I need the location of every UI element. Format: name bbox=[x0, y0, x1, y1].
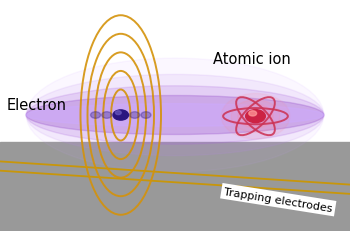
Circle shape bbox=[246, 110, 265, 123]
Circle shape bbox=[102, 112, 112, 119]
Circle shape bbox=[141, 112, 151, 119]
Ellipse shape bbox=[26, 104, 324, 127]
Ellipse shape bbox=[26, 75, 324, 156]
Text: Trapping electrodes: Trapping electrodes bbox=[223, 186, 333, 213]
Circle shape bbox=[238, 105, 273, 128]
Text: Electron: Electron bbox=[7, 98, 67, 112]
Circle shape bbox=[116, 111, 121, 115]
Ellipse shape bbox=[26, 96, 324, 135]
Circle shape bbox=[249, 111, 257, 116]
Ellipse shape bbox=[26, 59, 324, 172]
Bar bbox=[0, 142, 350, 231]
Circle shape bbox=[130, 112, 140, 119]
Circle shape bbox=[231, 100, 280, 133]
Circle shape bbox=[91, 112, 100, 119]
Circle shape bbox=[113, 110, 128, 121]
Ellipse shape bbox=[26, 86, 324, 145]
Bar bbox=[0, 0, 350, 142]
Text: Atomic ion: Atomic ion bbox=[213, 52, 291, 66]
Circle shape bbox=[221, 94, 290, 139]
